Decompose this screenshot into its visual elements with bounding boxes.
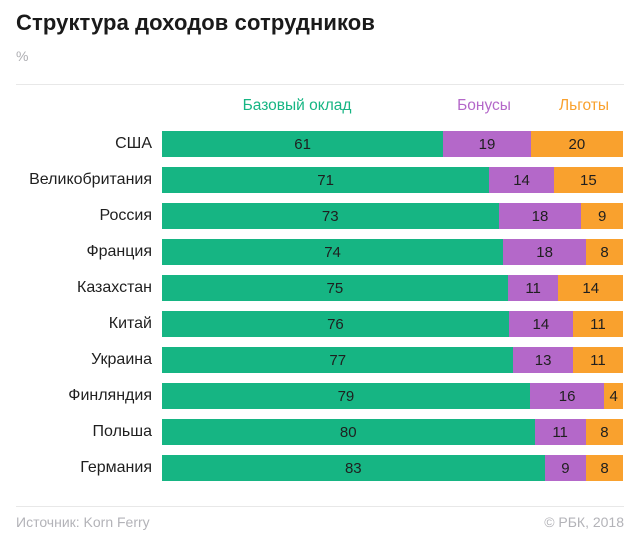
page-title: Структура доходов сотрудников xyxy=(16,10,375,35)
legend-item-base-salary: Базовый оклад xyxy=(242,97,352,114)
bar-rows: США 61 19 20 Великобритания 71 14 15 Россия 73 18 9… xyxy=(16,131,623,491)
bar-segment: 4 xyxy=(604,383,623,409)
source-label: Источник: Korn Ferry xyxy=(16,514,150,530)
bar-segment: 79 xyxy=(162,383,530,409)
bar-segment: 8 xyxy=(586,455,623,481)
bar-track: 79 16 4 xyxy=(162,383,623,409)
bar-track: 80 11 8 xyxy=(162,419,623,445)
category-label: Китай xyxy=(108,315,152,332)
bar-segment: 73 xyxy=(162,203,499,229)
bar-segment: 83 xyxy=(162,455,545,481)
bar-segment: 9 xyxy=(544,455,587,481)
bar-segment: 76 xyxy=(162,311,509,337)
bar-segment: 14 xyxy=(508,311,573,337)
top-divider xyxy=(16,84,624,85)
unit-label: % xyxy=(16,48,29,64)
category-label: Финляндия xyxy=(68,387,152,404)
bar-segment: 11 xyxy=(507,275,559,301)
bar-row: Россия 73 18 9 xyxy=(16,203,623,229)
bar-track: 77 13 11 xyxy=(162,347,623,373)
bar-segment: 14 xyxy=(489,167,554,193)
legend-item-benefits: Льготы xyxy=(558,97,610,114)
category-label: Россия xyxy=(99,207,152,224)
bar-segment: 74 xyxy=(162,239,504,265)
category-label: Украина xyxy=(91,351,152,368)
bar-segment: 77 xyxy=(162,347,514,373)
bar-row: Польша 80 11 8 xyxy=(16,419,623,445)
bar-track: 83 9 8 xyxy=(162,455,623,481)
legend-item-bonuses: Бонусы xyxy=(457,97,511,114)
bottom-divider xyxy=(16,506,624,507)
chart-legend: Базовый оклад Бонусы Льготы xyxy=(0,97,640,117)
bar-row: Китай 76 14 11 xyxy=(16,311,623,337)
bar-segment: 11 xyxy=(534,419,586,445)
bar-track: 61 19 20 xyxy=(162,131,623,157)
category-label: Великобритания xyxy=(29,171,152,188)
bar-segment: 14 xyxy=(558,275,623,301)
bar-segment: 18 xyxy=(503,239,587,265)
bar-segment: 8 xyxy=(586,239,623,265)
bar-segment: 18 xyxy=(498,203,582,229)
bar-track: 74 18 8 xyxy=(162,239,623,265)
bar-track: 71 14 15 xyxy=(162,167,623,193)
bar-segment: 16 xyxy=(529,383,605,409)
bar-segment: 19 xyxy=(443,131,531,157)
bar-segment: 71 xyxy=(162,167,490,193)
category-label: Польша xyxy=(92,423,152,440)
bar-row: Украина 77 13 11 xyxy=(16,347,623,373)
bar-row: Германия 83 9 8 xyxy=(16,455,623,481)
bar-track: 76 14 11 xyxy=(162,311,623,337)
bar-track: 73 18 9 xyxy=(162,203,623,229)
bar-segment: 75 xyxy=(162,275,508,301)
bar-segment: 11 xyxy=(572,347,623,373)
category-label: США xyxy=(115,135,152,152)
copyright-label: © РБК, 2018 xyxy=(544,514,624,530)
bar-row: США 61 19 20 xyxy=(16,131,623,157)
bar-row: Великобритания 71 14 15 xyxy=(16,167,623,193)
bar-row: Франция 74 18 8 xyxy=(16,239,623,265)
bar-segment: 15 xyxy=(553,167,623,193)
bar-segment: 9 xyxy=(581,203,623,229)
bar-segment: 13 xyxy=(513,347,573,373)
category-label: Германия xyxy=(80,459,152,476)
bar-segment: 20 xyxy=(530,131,623,157)
bar-segment: 11 xyxy=(572,311,623,337)
category-label: Казахстан xyxy=(77,279,152,296)
bar-row: Казахстан 75 11 14 xyxy=(16,275,623,301)
bar-segment: 80 xyxy=(162,419,535,445)
category-label: Франция xyxy=(86,243,152,260)
bar-segment: 8 xyxy=(585,419,623,445)
bar-track: 75 11 14 xyxy=(162,275,623,301)
bar-segment: 61 xyxy=(162,131,444,157)
bar-row: Финляндия 79 16 4 xyxy=(16,383,623,409)
